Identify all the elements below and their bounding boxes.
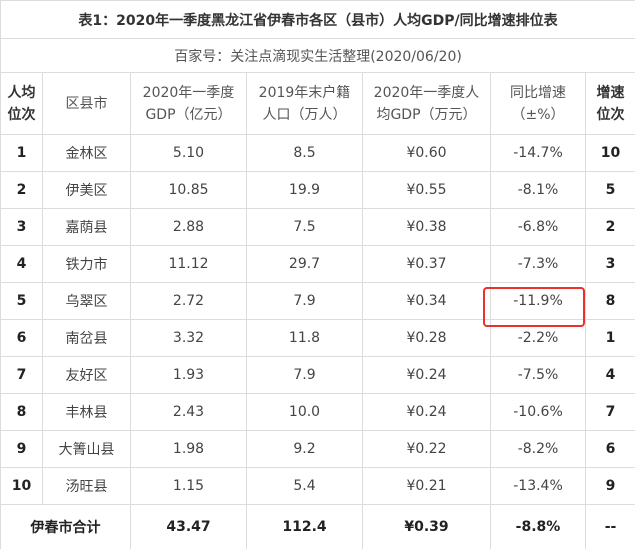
cell: -7.5% xyxy=(490,356,586,394)
data-row: 2 伊美区 10.85 19.9 ¥0.55 -8.1% 5 xyxy=(0,171,635,209)
cell: 9.2 xyxy=(246,430,363,468)
cell: 19.9 xyxy=(246,171,363,209)
cell: 7.9 xyxy=(246,356,363,394)
cell: 1.93 xyxy=(130,356,247,394)
cell: 10.85 xyxy=(130,171,247,209)
header-cell: 区县市 xyxy=(42,72,131,135)
cell: 3 xyxy=(584,245,635,283)
cell: ¥0.22 xyxy=(362,430,491,468)
cell: 5 xyxy=(584,171,635,209)
cell: 29.7 xyxy=(246,245,363,283)
cell: ¥0.37 xyxy=(362,245,491,283)
cell: -7.3% xyxy=(490,245,586,283)
cell: 7.9 xyxy=(246,282,363,320)
cell: 6 xyxy=(0,319,43,357)
cell: -13.4% xyxy=(490,467,586,505)
cell: 7.5 xyxy=(246,208,363,246)
data-row: 10 汤旺县 1.15 5.4 ¥0.21 -13.4% 9 xyxy=(0,467,635,505)
cell: 2 xyxy=(584,208,635,246)
header-cell: 2020年一季度 GDP（亿元） xyxy=(130,72,247,135)
table-title: 表1：2020年一季度黑龙江省伊春市各区（县市）人均GDP/同比增速排位表 xyxy=(0,0,635,39)
cell: 1 xyxy=(584,319,635,357)
cell: 2 xyxy=(0,171,43,209)
cell: -10.6% xyxy=(490,393,586,431)
cell: 1 xyxy=(0,134,43,172)
cell: 6 xyxy=(584,430,635,468)
cell: 5 xyxy=(0,282,43,320)
cell: 5.4 xyxy=(246,467,363,505)
data-row: 3 嘉荫县 2.88 7.5 ¥0.38 -6.8% 2 xyxy=(0,208,635,246)
cell: 铁力市 xyxy=(42,245,131,283)
cell: -8.2% xyxy=(490,430,586,468)
cell: 8 xyxy=(0,393,43,431)
data-row: 7 友好区 1.93 7.9 ¥0.24 -7.5% 4 xyxy=(0,356,635,394)
total-cell: 43.47 xyxy=(130,504,247,549)
cell: ¥0.55 xyxy=(362,171,491,209)
table-subtitle: 百家号：关注点滴现实生活整理(2020/06/20) xyxy=(0,38,635,73)
cell: 2.88 xyxy=(130,208,247,246)
cell: 8 xyxy=(584,282,635,320)
cell: 汤旺县 xyxy=(42,467,131,505)
cell: ¥0.24 xyxy=(362,356,491,394)
cell: 3.32 xyxy=(130,319,247,357)
header-cell: 增速 位次 xyxy=(584,72,635,135)
cell: 10 xyxy=(584,134,635,172)
data-row: 5 乌翠区 2.72 7.9 ¥0.34 -11.9% 8 xyxy=(0,282,635,320)
cell: 1.98 xyxy=(130,430,247,468)
cell: 1.15 xyxy=(130,467,247,505)
total-cell: 伊春市合计 xyxy=(0,504,131,549)
cell: -6.8% xyxy=(490,208,586,246)
cell: 10.0 xyxy=(246,393,363,431)
cell: 9 xyxy=(584,467,635,505)
cell: 11.8 xyxy=(246,319,363,357)
total-cell: ¥0.39 xyxy=(362,504,491,549)
cell: 5.10 xyxy=(130,134,247,172)
data-row: 4 铁力市 11.12 29.7 ¥0.37 -7.3% 3 xyxy=(0,245,635,283)
cell: 9 xyxy=(0,430,43,468)
cell: 伊美区 xyxy=(42,171,131,209)
cell: 2.43 xyxy=(130,393,247,431)
header-row: 人均 位次 区县市 2020年一季度 GDP（亿元） 2019年末户籍 人口（万人） 2… xyxy=(0,72,635,135)
cell: ¥0.38 xyxy=(362,208,491,246)
cell: 11.12 xyxy=(130,245,247,283)
cell: 丰林县 xyxy=(42,393,131,431)
cell: ¥0.24 xyxy=(362,393,491,431)
cell: 乌翠区 xyxy=(42,282,131,320)
total-cell: -- xyxy=(584,504,635,549)
header-cell: 人均 位次 xyxy=(0,72,43,135)
cell: 3 xyxy=(0,208,43,246)
header-cell: 2020年一季度人 均GDP（万元） xyxy=(362,72,491,135)
cell: 8.5 xyxy=(246,134,363,172)
cell: 大箐山县 xyxy=(42,430,131,468)
data-row: 9 大箐山县 1.98 9.2 ¥0.22 -8.2% 6 xyxy=(0,430,635,468)
cell: ¥0.60 xyxy=(362,134,491,172)
cell: -14.7% xyxy=(490,134,586,172)
cell: 南岔县 xyxy=(42,319,131,357)
header-cell: 2019年末户籍 人口（万人） xyxy=(246,72,363,135)
total-cell: 112.4 xyxy=(246,504,363,549)
cell: 4 xyxy=(0,245,43,283)
highlight-box xyxy=(483,287,585,327)
cell: -8.1% xyxy=(490,171,586,209)
cell: 友好区 xyxy=(42,356,131,394)
cell: ¥0.21 xyxy=(362,467,491,505)
cell: 2.72 xyxy=(130,282,247,320)
cell: 金林区 xyxy=(42,134,131,172)
cell: 4 xyxy=(584,356,635,394)
data-row: 8 丰林县 2.43 10.0 ¥0.24 -10.6% 7 xyxy=(0,393,635,431)
total-cell: -8.8% xyxy=(490,504,586,549)
cell: ¥0.28 xyxy=(362,319,491,357)
total-row: 伊春市合计 43.47 112.4 ¥0.39 -8.8% -- xyxy=(0,504,635,549)
cell: ¥0.34 xyxy=(362,282,491,320)
data-row: 1 金林区 5.10 8.5 ¥0.60 -14.7% 10 xyxy=(0,134,635,172)
cell: 7 xyxy=(0,356,43,394)
cell: 7 xyxy=(584,393,635,431)
header-cell: 同比增速 （±%） xyxy=(490,72,586,135)
cell: 嘉荫县 xyxy=(42,208,131,246)
cell: 10 xyxy=(0,467,43,505)
